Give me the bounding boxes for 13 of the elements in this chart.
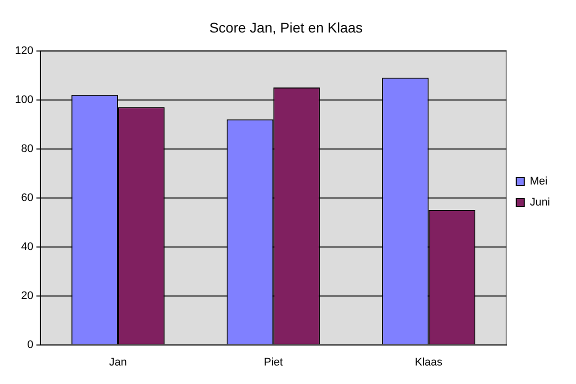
legend-label: Mei (530, 176, 548, 188)
x-tick-label: Piet (264, 356, 283, 368)
y-tick-label: 120 (14, 44, 34, 57)
x-tick-label: Klaas (414, 356, 443, 368)
chart-title: Score Jan, Piet en Klaas (209, 19, 363, 36)
y-tick-label: 0 (27, 338, 34, 351)
y-tick-label: 60 (21, 192, 34, 204)
y-tick-label: 40 (21, 240, 34, 253)
y-tick-label: 80 (21, 142, 34, 155)
legend-label: Juni (530, 196, 550, 209)
y-tick-label: 20 (21, 290, 34, 302)
y-tick-label: 100 (14, 94, 34, 106)
x-tick-label: Jan (109, 356, 127, 368)
